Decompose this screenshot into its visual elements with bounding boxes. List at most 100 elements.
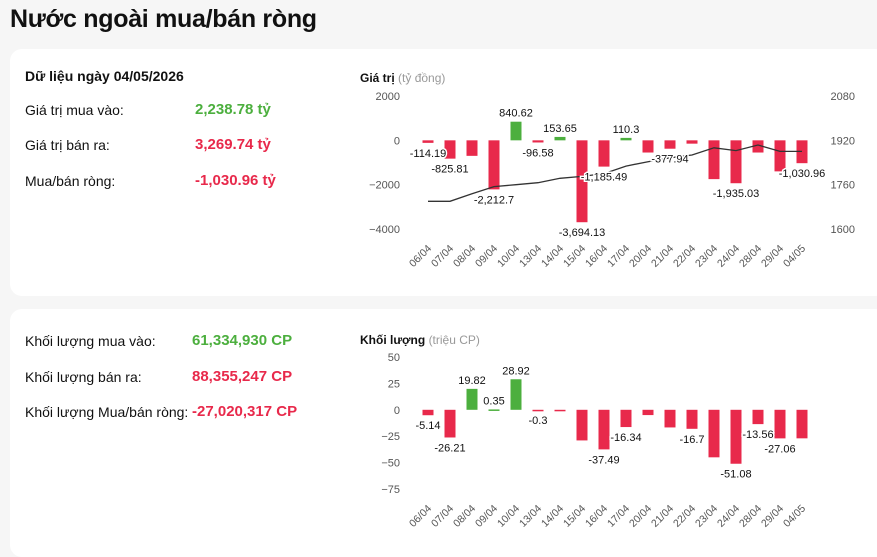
data-label: -114.19 [410, 148, 447, 160]
bar [554, 409, 566, 412]
category-label: 20/04 [627, 243, 654, 270]
bar [664, 140, 676, 149]
category-label: 28/04 [737, 243, 764, 270]
net-value-label: Mua/bán ròng: [25, 173, 116, 189]
data-label: 153.65 [543, 123, 577, 135]
category-label: 08/04 [451, 243, 478, 270]
index-line [428, 144, 802, 202]
bar [488, 409, 500, 411]
volume-chart-title-text: Khối lượng [360, 333, 426, 347]
bar [532, 409, 544, 412]
category-label: 22/04 [671, 503, 698, 530]
bar [664, 409, 676, 428]
data-label: -3,694.13 [559, 227, 605, 239]
bar [642, 409, 654, 416]
sell-volume-label: Khối lượng bán ra: [25, 369, 142, 385]
sell-volume: 88,355,247 CP [192, 368, 293, 385]
category-label: 06/04 [407, 503, 434, 530]
data-label: -1,185.49 [581, 172, 627, 184]
category-label: 09/04 [473, 243, 500, 270]
category-label: 22/04 [671, 243, 698, 270]
volume-chart-unit: (triệu CP) [428, 333, 480, 347]
category-label: 13/04 [517, 503, 544, 530]
bar [708, 140, 720, 180]
category-label: 24/04 [715, 243, 742, 270]
y-tick-label: 0 [394, 135, 400, 147]
value-chart-unit: (tỷ đồng) [398, 71, 446, 85]
bar [444, 409, 456, 438]
y-tick-label: 25 [388, 378, 400, 390]
y-tick-label: −75 [381, 484, 400, 496]
y2-tick-label: 1920 [831, 135, 855, 147]
buy-value-label: Giá trị mua vào: [25, 102, 124, 118]
category-label: 06/04 [407, 243, 434, 270]
bar [796, 409, 808, 439]
data-label: -13.56 [742, 429, 773, 441]
bar [686, 140, 698, 144]
category-label: 04/05 [781, 243, 808, 270]
bar [466, 388, 478, 410]
category-label: 17/04 [605, 503, 632, 530]
category-label: 07/04 [429, 503, 456, 530]
bar [598, 140, 610, 167]
value-card: Dữ liệu ngày 04/05/2026 Giá trị mua vào:… [10, 49, 877, 296]
data-label: -96.58 [522, 147, 553, 159]
sell-value: 3,269.74 tỷ [195, 136, 271, 153]
y-tick-label: 2000 [376, 91, 400, 103]
category-label: 16/04 [583, 243, 610, 270]
category-label: 23/04 [693, 243, 720, 270]
category-label: 13/04 [517, 243, 544, 270]
volume-chart-title: Khối lượng (triệu CP) [360, 333, 480, 347]
bar [532, 140, 544, 143]
value-chart-title-text: Giá trị [360, 71, 395, 85]
bar [686, 409, 698, 429]
bar [752, 140, 764, 153]
y2-tick-label: 1760 [831, 180, 855, 192]
category-label: 15/04 [561, 243, 588, 270]
net-volume: -27,020,317 CP [192, 403, 298, 420]
bar [422, 409, 434, 416]
data-label: -1,935.03 [713, 188, 759, 200]
category-label: 20/04 [627, 503, 654, 530]
category-label: 21/04 [649, 243, 676, 270]
sell-value-label: Giá trị bán ra: [25, 137, 110, 153]
data-label: 110.3 [613, 124, 640, 136]
data-label: -27.06 [764, 443, 795, 455]
data-label: -26.21 [434, 442, 465, 454]
y-tick-label: 50 [388, 352, 400, 364]
data-label: -16.7 [679, 434, 704, 446]
bar [488, 140, 500, 190]
data-label: 28.92 [502, 365, 530, 377]
bar [708, 409, 720, 458]
volume-card: Khối lượng mua vào: 61,334,930 CP Khối l… [10, 309, 877, 557]
y-tick-label: −4000 [369, 224, 400, 236]
data-label: -1,030.96 [779, 168, 825, 180]
category-label: 14/04 [539, 243, 566, 270]
category-label: 29/04 [759, 503, 786, 530]
category-label: 15/04 [561, 503, 588, 530]
bar [752, 409, 764, 425]
bar [444, 140, 456, 159]
data-label: -2,212.7 [474, 194, 514, 206]
bar [730, 409, 742, 464]
data-label: -825.81 [431, 164, 468, 176]
category-label: 16/04 [583, 503, 610, 530]
data-label: 19.82 [458, 375, 486, 387]
volume-chart: 50 25 0 −25 −50 −75 -5.14 -26.21 19.82 0.35 28.92 -… [381, 352, 808, 530]
category-label: 10/04 [495, 503, 522, 530]
data-label: -16.34 [610, 432, 641, 444]
bar [620, 137, 632, 141]
data-label: 0.35 [483, 395, 504, 407]
data-label: 840.62 [499, 108, 533, 120]
bar [774, 140, 786, 172]
bar [466, 140, 478, 156]
bar [642, 140, 654, 153]
buy-value: 2,238.78 tỷ [195, 101, 271, 118]
category-label: 14/04 [539, 503, 566, 530]
y-tick-label: −50 [381, 458, 400, 470]
bar [422, 140, 434, 143]
page-title: Nước ngoài mua/bán ròng [10, 5, 317, 33]
value-chart: 2000 0 −2000 −4000 2080 1920 1760 1600 -114.19 -8… [369, 91, 855, 270]
bar [620, 409, 632, 428]
buy-volume-label: Khối lượng mua vào: [25, 333, 156, 349]
